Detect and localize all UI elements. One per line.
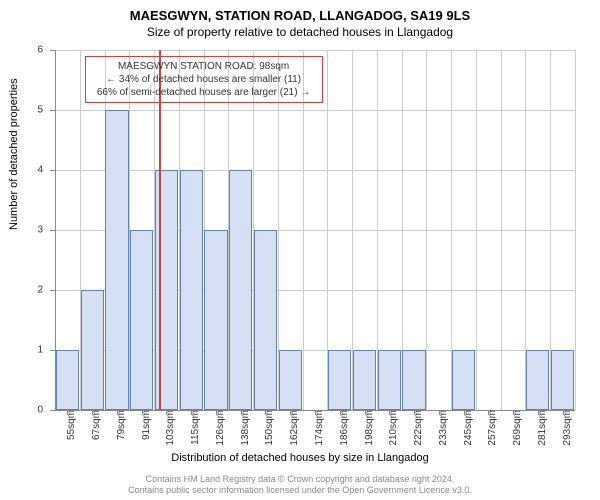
bar — [402, 350, 425, 410]
x-tick-label: 233sqm — [432, 410, 449, 446]
grid-line — [55, 50, 575, 51]
y-tick-label: 1 — [37, 345, 55, 356]
x-tick-label: 55sqm — [61, 410, 78, 440]
bar — [204, 230, 227, 410]
y-tick-label: 2 — [37, 285, 55, 296]
plot-area: 012345655sqm67sqm79sqm91sqm103sqm115sqm1… — [55, 50, 575, 410]
bar — [180, 170, 203, 410]
x-tick-label: 281sqm — [531, 410, 548, 446]
x-tick-label: 222sqm — [407, 410, 424, 446]
y-tick-label: 6 — [37, 45, 55, 56]
y-axis-label: Number of detached properties — [8, 78, 20, 230]
y-tick-label: 0 — [37, 405, 55, 416]
chart-subtitle: Size of property relative to detached ho… — [0, 23, 600, 39]
bar — [526, 350, 549, 410]
x-tick-label: 79sqm — [110, 410, 127, 440]
grid-line — [55, 170, 575, 171]
y-tick-label: 5 — [37, 105, 55, 116]
bar — [130, 230, 153, 410]
x-tick-label: 150sqm — [259, 410, 276, 446]
bar — [229, 170, 252, 410]
bar — [254, 230, 277, 410]
bar — [353, 350, 376, 410]
x-tick-label: 210sqm — [382, 410, 399, 446]
annotation-line: MAESGWYN STATION ROAD: 98sqm — [90, 60, 318, 73]
x-tick-label: 245sqm — [457, 410, 474, 446]
x-tick-label: 174sqm — [308, 410, 325, 446]
chart-footer: Contains HM Land Registry data © Crown c… — [0, 474, 600, 496]
x-tick-label: 269sqm — [506, 410, 523, 446]
footer-line-2: Contains public sector information licen… — [0, 485, 600, 496]
x-tick-label: 91sqm — [135, 410, 152, 440]
x-tick-label: 103sqm — [160, 410, 177, 446]
x-axis-label: Distribution of detached houses by size … — [0, 452, 600, 464]
x-tick-label: 198sqm — [358, 410, 375, 446]
chart-title: MAESGWYN, STATION ROAD, LLANGADOG, SA19 … — [0, 0, 600, 23]
grid-line — [501, 50, 502, 410]
x-tick-label: 126sqm — [209, 410, 226, 446]
bar — [81, 290, 104, 410]
bar — [328, 350, 351, 410]
x-tick-label: 67sqm — [85, 410, 102, 440]
grid-line — [303, 50, 304, 410]
x-tick-label: 186sqm — [333, 410, 350, 446]
x-tick-label: 138sqm — [234, 410, 251, 446]
grid-line — [55, 110, 575, 111]
grid-line — [575, 50, 576, 410]
x-tick-label: 257sqm — [482, 410, 499, 446]
bar — [56, 350, 79, 410]
x-tick-label: 293sqm — [556, 410, 573, 446]
bar — [452, 350, 475, 410]
grid-line — [426, 50, 427, 410]
y-tick-label: 3 — [37, 225, 55, 236]
bar — [378, 350, 401, 410]
bar — [279, 350, 302, 410]
annotation-line: 66% of semi-detached houses are larger (… — [90, 86, 318, 99]
bar — [105, 110, 128, 410]
grid-line — [476, 50, 477, 410]
bar — [551, 350, 574, 410]
annotation-box: MAESGWYN STATION ROAD: 98sqm← 34% of det… — [85, 56, 323, 103]
x-tick-label: 115sqm — [184, 410, 201, 445]
x-tick-label: 162sqm — [283, 410, 300, 446]
reference-line — [159, 50, 161, 410]
footer-line-1: Contains HM Land Registry data © Crown c… — [0, 474, 600, 485]
y-tick-label: 4 — [37, 165, 55, 176]
annotation-line: ← 34% of detached houses are smaller (11… — [90, 73, 318, 86]
